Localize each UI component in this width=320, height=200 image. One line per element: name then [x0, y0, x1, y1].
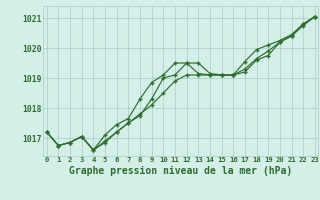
X-axis label: Graphe pression niveau de la mer (hPa): Graphe pression niveau de la mer (hPa): [69, 166, 292, 176]
